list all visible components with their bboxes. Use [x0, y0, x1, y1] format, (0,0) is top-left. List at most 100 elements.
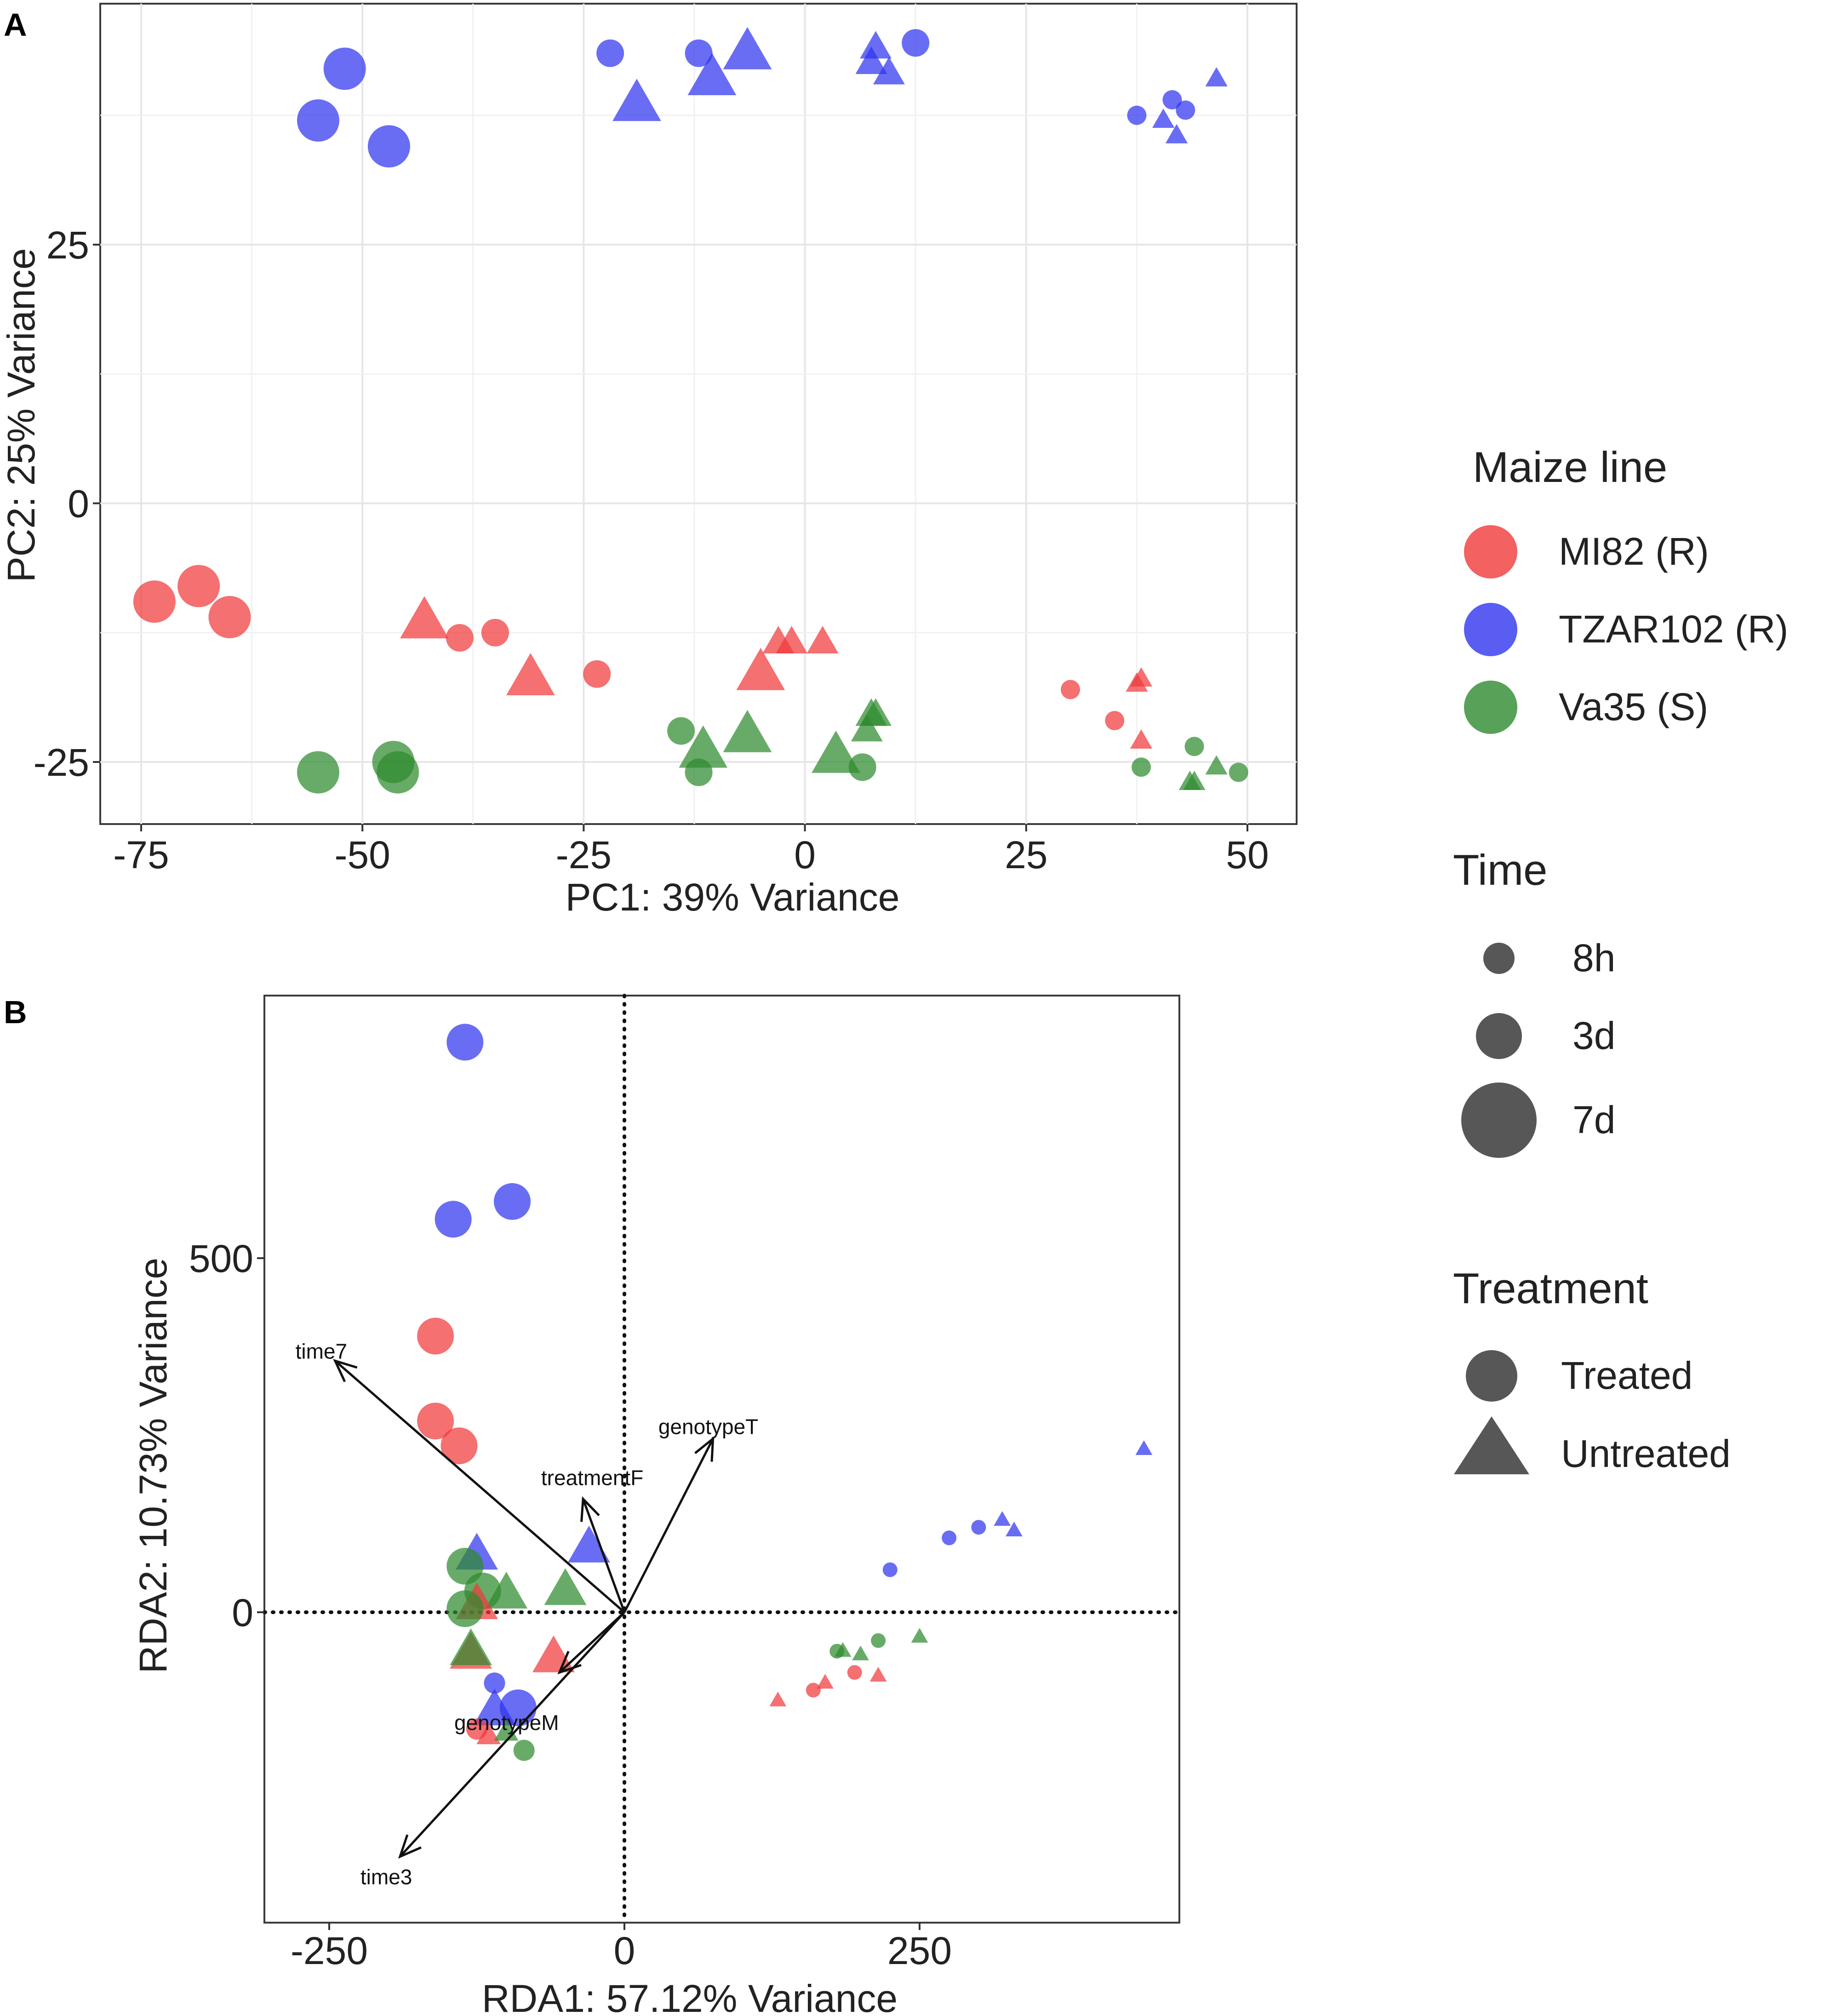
pca-point-ml82-3d-triangle-28: [776, 626, 808, 654]
rda-point-va35-8h-triangle-30: [834, 1642, 852, 1657]
rda-reference-lines: [263, 994, 1181, 1924]
pca-point-tzar102-3d-triangle-11: [873, 57, 905, 85]
pca-point-ml82-3d-circle-21: [446, 624, 474, 652]
pca-point-tzar102-8h-circle-13: [1162, 90, 1182, 109]
rda-point-ml82-7d-circle-3: [417, 1317, 454, 1355]
pca-point-tzar102-7d-triangle-6: [612, 79, 661, 121]
rda-x-tick-label-0: -250: [291, 1929, 368, 1972]
pca-y-tick-label-2: 25: [46, 223, 89, 267]
legend-va35-key: [1464, 681, 1517, 734]
pca-x-tick-label-5: 50: [1226, 833, 1269, 876]
pca-point-tzar102-7d-circle-0: [323, 47, 366, 90]
rda-point-ml82-8h-circle-27: [847, 1665, 862, 1680]
pca-x-tick-label-3: 0: [794, 833, 816, 876]
rda-vector-arrowhead-genotypeT: [694, 1436, 715, 1462]
pca-point-ml82-8h-triangle-33: [1130, 667, 1153, 687]
pca-x-axis-label: PC1: 39% Variance: [566, 876, 900, 919]
legend-time-3d-label: 3d: [1572, 1014, 1615, 1057]
pca-point-ml82-8h-circle-30: [1061, 680, 1081, 699]
pca-ticks: -75 -50 -25 0 25 50 -25 0 25: [34, 223, 1269, 876]
legend-tzar102-label: TZAR102 (R): [1559, 607, 1788, 651]
legend-time-title: Time: [1453, 846, 1547, 894]
legend-treated-label: Treated: [1561, 1354, 1692, 1397]
pca-point-va35-7d-circle-35: [297, 751, 339, 794]
pca-point-va35-7d-triangle-43: [812, 730, 860, 773]
rda-point-tzar102-7d-circle-1: [435, 1201, 472, 1238]
panel-label-b: B: [4, 994, 27, 1030]
pca-plot-panel: [99, 3, 1298, 825]
pca-plot: -75 -50 -25 0 25 50 -25 0 25 PC1: 39% Variance P…: [0, 3, 1298, 919]
rda-plot-panel: [263, 995, 1180, 1924]
rda-vector-label-time3: time3: [360, 1865, 412, 1889]
pca-point-va35-3d-triangle-44: [851, 714, 883, 742]
rda-point-tzar102-8h-circle-34: [882, 1562, 898, 1577]
pca-point-tzar102-3d-triangle-10: [855, 46, 887, 74]
legend-time-7d-label: 7d: [1572, 1098, 1615, 1141]
pca-point-tzar102-7d-triangle-8: [723, 27, 772, 69]
rda-point-tzar102-8h-circle-35: [942, 1530, 957, 1546]
rda-point-va35-7d-triangle-15: [450, 1628, 492, 1666]
panel-label-a: A: [4, 7, 27, 43]
rda-x-tick-label-1: 0: [614, 1929, 635, 1972]
rda-vector-label-treatmentF: treatmentF: [541, 1466, 643, 1490]
rda-point-tzar102-8h-circle-36: [971, 1520, 986, 1535]
rda-point-tzar102-7d-triangle-6: [567, 1525, 610, 1563]
rda-vector-arrowhead-treatmentF: [580, 1496, 600, 1522]
rda-ticks: -250 0 250 0 500: [189, 1237, 952, 1972]
rda-y-axis-label: RDA2: 10.73% Variance: [132, 1258, 175, 1673]
pca-point-va35-3d-circle-40: [848, 753, 876, 781]
rda-point-va35-7d-triangle-11: [544, 1568, 587, 1605]
pca-point-va35-7d-triangle-41: [679, 725, 728, 768]
pca-point-tzar102-7d-triangle-7: [687, 52, 737, 95]
pca-point-tzar102-8h-circle-14: [1176, 100, 1195, 120]
rda-point-tzar102-3d-circle-17: [484, 1672, 505, 1694]
pca-point-va35-7d-triangle-42: [723, 710, 772, 752]
pca-point-ml82-3d-circle-23: [583, 660, 611, 688]
rda-point-ml82-8h-triangle-24: [769, 1691, 787, 1707]
rda-point-ml82-7d-circle-4: [417, 1403, 454, 1440]
rda-point-tzar102-7d-circle-0: [446, 1024, 484, 1061]
pca-point-tzar102-3d-circle-3: [596, 39, 624, 67]
pca-x-tick-label-1: -50: [334, 833, 390, 876]
rda-x-axis-label: RDA1: 57.12% Variance: [482, 1977, 898, 2016]
pca-point-tzar102-8h-triangle-15: [1152, 108, 1175, 128]
pca-point-ml82-7d-triangle-24: [400, 596, 449, 639]
legend-va35-label: Va35 (S): [1559, 685, 1708, 728]
rda-point-ml82-3d-circle-20: [466, 1718, 487, 1740]
rda-point-ml82-3d-triangle-21: [476, 1723, 501, 1744]
pca-y-tick-label-0: -25: [34, 741, 89, 784]
pca-point-va35-8h-circle-48: [1184, 737, 1204, 756]
rda-point-ml82-8h-circle-25: [806, 1683, 821, 1698]
legend-ml82-label: MI82 (R): [1559, 530, 1709, 573]
pca-point-va35-7d-circle-37: [377, 751, 419, 794]
legend-maize-title: Maize line: [1473, 443, 1667, 491]
rda-vector-treatmentF: [582, 1498, 626, 1613]
pca-point-ml82-7d-circle-19: [177, 565, 220, 607]
legend-time-7d-key: [1461, 1082, 1537, 1158]
legend-time-8h-label: 8h: [1572, 936, 1615, 979]
legend-time-3d-key: [1476, 1013, 1522, 1059]
pca-point-ml82-7d-triangle-26: [736, 647, 785, 690]
pca-point-va35-8h-circle-49: [1229, 762, 1248, 782]
pca-x-tick-label-4: 25: [1005, 833, 1047, 876]
pca-point-ml82-7d-circle-20: [208, 596, 251, 638]
rda-vector-genotypeM: [559, 1611, 625, 1673]
pca-y-axis-label: PC2: 25% Variance: [0, 248, 43, 583]
rda-vector-label-genotypeM: genotypeM: [454, 1711, 559, 1735]
rda-vector-label-time7: time7: [296, 1339, 347, 1363]
rda-y-tick-label-0: 0: [232, 1591, 253, 1634]
legend-treatment-title: Treatment: [1453, 1264, 1648, 1312]
pca-y-tick-label-1: 0: [68, 482, 89, 526]
rda-x-tick-label-2: 250: [887, 1929, 952, 1972]
pca-point-ml82-3d-triangle-29: [806, 626, 839, 654]
pca-point-va35-8h-triangle-52: [1205, 755, 1228, 775]
rda-point-va35-8h-circle-32: [871, 1633, 886, 1648]
rda-point-ml82-7d-circle-5: [440, 1427, 478, 1465]
rda-plot: time7 genotypeT treatmentF genotypeM time3 -…: [132, 994, 1181, 2016]
legend-ml82-key: [1464, 525, 1517, 578]
rda-point-tzar102-7d-circle-2: [494, 1183, 531, 1220]
pca-point-va35-8h-circle-47: [1132, 757, 1151, 777]
pca-x-tick-label-2: -25: [556, 833, 612, 876]
pca-point-tzar102-8h-triangle-17: [1205, 67, 1228, 86]
